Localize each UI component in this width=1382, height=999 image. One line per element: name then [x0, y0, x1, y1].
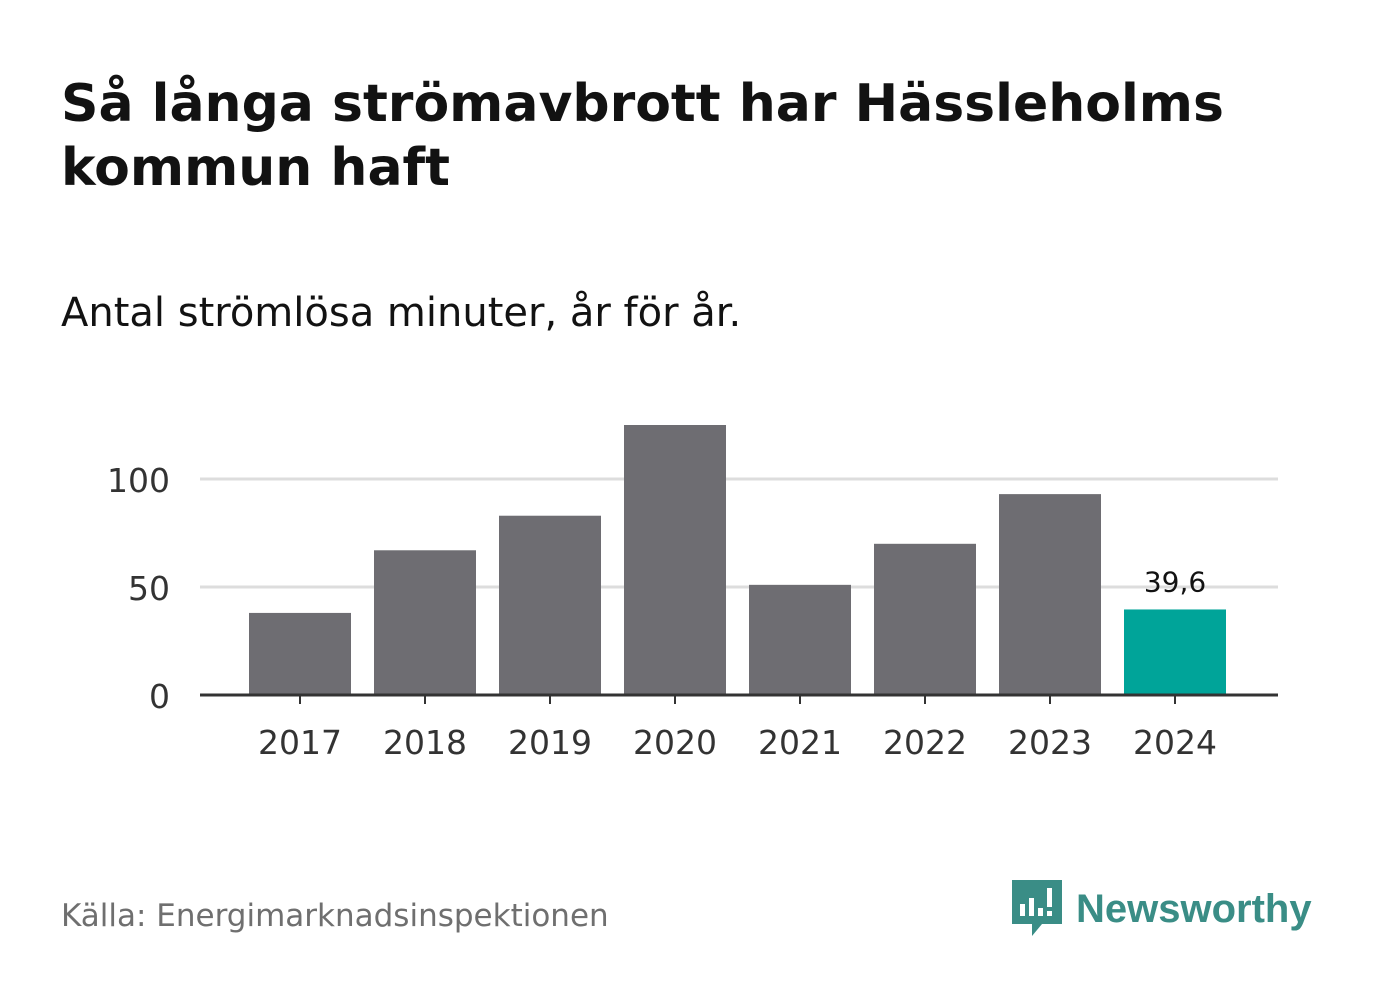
data-label: 39,6 — [1144, 565, 1206, 598]
bar-2022 — [874, 543, 976, 695]
y-tick-label: 0 — [149, 677, 170, 716]
chart-subtitle: Antal strömlösa minuter, år för år. — [61, 290, 742, 336]
chart-title: Så långa strömavbrott har Hässleholms ko… — [61, 74, 1224, 198]
brand-logo: Newsworthy — [1012, 880, 1312, 938]
x-tick-label: 2024 — [1133, 723, 1217, 762]
y-tick-label: 50 — [128, 569, 170, 608]
y-tick-label: 100 — [107, 461, 170, 500]
x-axis — [200, 693, 1278, 704]
x-tick-label: 2018 — [383, 723, 467, 762]
x-tick-label: 2019 — [508, 723, 592, 762]
x-tick-label: 2023 — [1008, 723, 1092, 762]
bar-chart: 0 50 100 2017 2018 2019 2020 2021 2022 2023 2024 39… — [107, 425, 1278, 762]
bar-2017 — [249, 612, 351, 695]
bar-2024 — [1124, 609, 1226, 695]
source-note: Källa: Energimarknadsinspektionen — [61, 898, 609, 934]
labels: 0 50 100 2017 2018 2019 2020 2021 2022 2023 2024 39… — [107, 461, 1217, 762]
x-tick-label: 2021 — [758, 723, 842, 762]
bar-2019 — [499, 515, 601, 695]
bar-2023 — [999, 494, 1101, 695]
x-tick-label: 2017 — [258, 723, 342, 762]
newsworthy-logo-icon — [1012, 880, 1062, 936]
bar-2021 — [749, 584, 851, 695]
brand-name: Newsworthy — [1076, 886, 1312, 931]
bar-2020 — [624, 425, 726, 695]
bars — [249, 425, 1226, 695]
gridlines — [200, 477, 1278, 589]
bar-2018 — [374, 550, 476, 695]
x-tick-label: 2020 — [633, 723, 717, 762]
x-tick-label: 2022 — [883, 723, 967, 762]
